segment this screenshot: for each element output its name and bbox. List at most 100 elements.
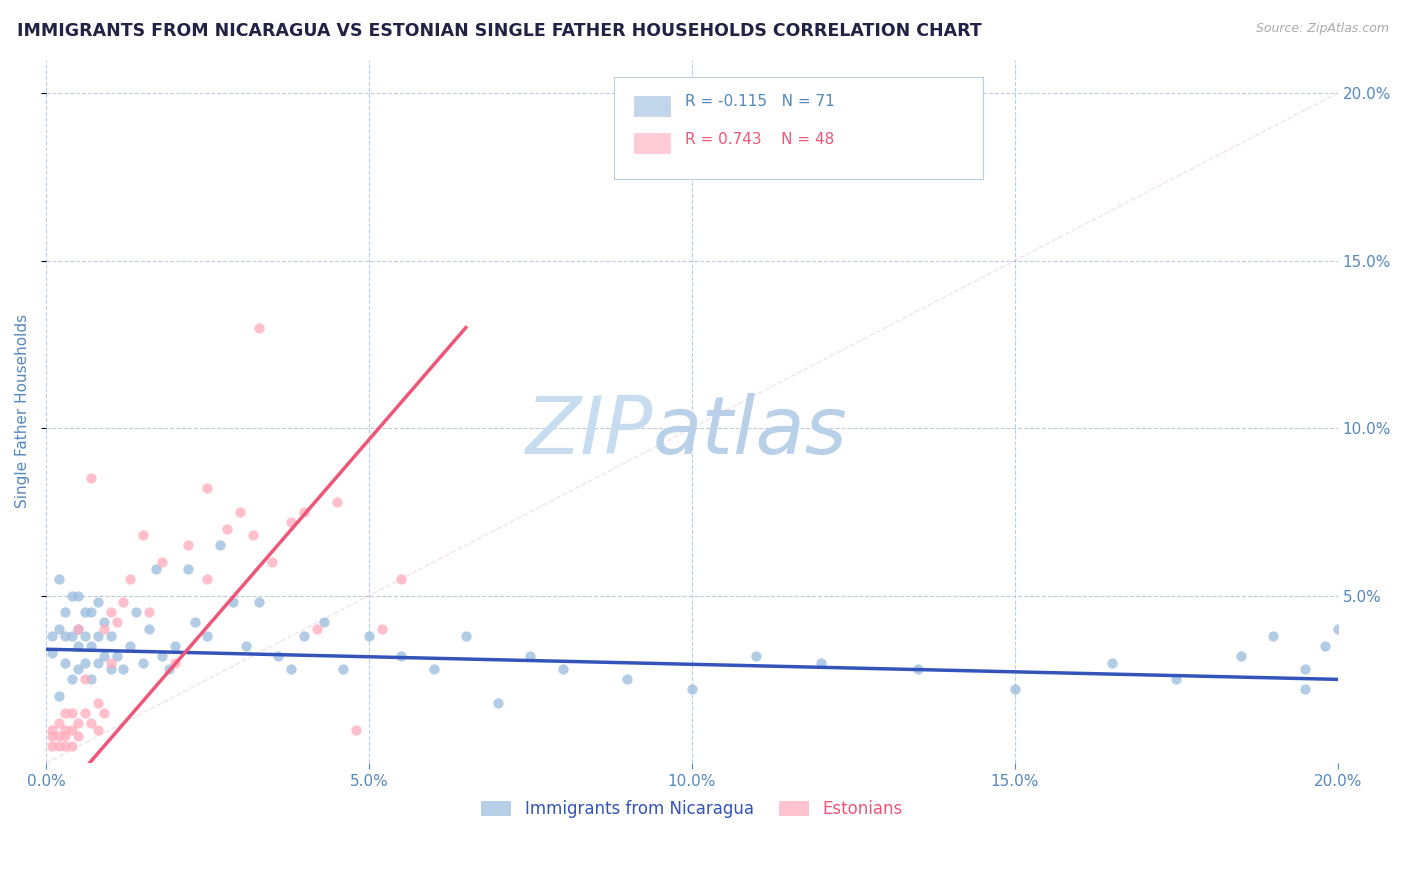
Text: R = 0.743    N = 48: R = 0.743 N = 48 [685, 132, 835, 146]
Point [325, 495, 347, 509]
Text: IMMIGRANTS FROM NICARAGUA VS ESTONIAN SINGLE FATHER HOUSEHOLDS CORRELATION CHART: IMMIGRANTS FROM NICARAGUA VS ESTONIAN SI… [17, 22, 981, 40]
Point [197, 482, 219, 496]
Text: Source: ZipAtlas.com: Source: ZipAtlas.com [1256, 22, 1389, 36]
Point [80, 471, 103, 485]
Point [422, 662, 444, 676]
Point [235, 639, 257, 653]
Point [53, 706, 76, 720]
Point [1166, 673, 1188, 687]
Point [80, 673, 103, 687]
Point [1263, 629, 1285, 643]
Bar [634, 134, 669, 153]
Point [53, 629, 76, 643]
Point [53, 606, 76, 620]
Bar [634, 96, 669, 116]
Point [67, 662, 90, 676]
Point [60, 739, 83, 754]
Point [48, 739, 70, 754]
Point [80, 715, 103, 730]
Point [292, 629, 315, 643]
Point [80, 639, 103, 653]
Point [247, 595, 270, 609]
Point [215, 522, 238, 536]
Point [105, 648, 128, 663]
Text: R = -0.115   N = 71: R = -0.115 N = 71 [685, 95, 835, 110]
Point [60, 589, 83, 603]
Point [371, 622, 394, 636]
Point [150, 648, 173, 663]
Point [118, 639, 141, 653]
Point [389, 572, 412, 586]
Point [86, 696, 108, 710]
Text: atlas: atlas [654, 393, 848, 472]
Point [53, 656, 76, 670]
Point [41, 723, 63, 737]
Point [197, 572, 219, 586]
Point [260, 555, 283, 569]
Point [41, 739, 63, 754]
Point [105, 615, 128, 630]
Point [280, 515, 302, 529]
Point [332, 662, 354, 676]
Point [138, 606, 160, 620]
Point [344, 723, 367, 737]
Point [357, 629, 380, 643]
Point [112, 595, 135, 609]
Point [1326, 622, 1348, 636]
Point [73, 656, 96, 670]
Point [292, 505, 315, 519]
Point [41, 629, 63, 643]
Point [67, 729, 90, 743]
Point [100, 629, 122, 643]
Point [454, 629, 477, 643]
Point [242, 528, 264, 542]
Point [312, 615, 335, 630]
Point [247, 320, 270, 334]
Point [48, 689, 70, 703]
FancyBboxPatch shape [614, 78, 983, 179]
Legend: Immigrants from Nicaragua, Estonians: Immigrants from Nicaragua, Estonians [475, 794, 910, 825]
Point [60, 629, 83, 643]
Point [165, 639, 187, 653]
Point [48, 622, 70, 636]
Point [1294, 662, 1316, 676]
Point [53, 723, 76, 737]
Point [150, 555, 173, 569]
Point [681, 682, 703, 697]
Point [389, 648, 412, 663]
Point [138, 622, 160, 636]
Point [112, 662, 135, 676]
Point [165, 656, 187, 670]
Point [67, 639, 90, 653]
Point [222, 595, 245, 609]
Point [48, 729, 70, 743]
Point [60, 723, 83, 737]
Point [67, 622, 90, 636]
Point [132, 528, 155, 542]
Point [60, 673, 83, 687]
Point [125, 606, 148, 620]
Point [183, 615, 205, 630]
Point [100, 606, 122, 620]
Point [53, 729, 76, 743]
Point [67, 715, 90, 730]
Point [177, 538, 200, 552]
Point [73, 606, 96, 620]
Point [307, 622, 329, 636]
Point [93, 622, 115, 636]
Point [41, 729, 63, 743]
Point [616, 673, 638, 687]
Point [907, 662, 929, 676]
Point [86, 629, 108, 643]
Point [157, 662, 180, 676]
Point [1294, 682, 1316, 697]
Point [93, 706, 115, 720]
Point [745, 648, 768, 663]
Y-axis label: Single Father Households: Single Father Households [15, 314, 30, 508]
Point [73, 706, 96, 720]
Point [132, 656, 155, 670]
Point [118, 572, 141, 586]
Point [73, 629, 96, 643]
Point [41, 646, 63, 660]
Point [810, 656, 832, 670]
